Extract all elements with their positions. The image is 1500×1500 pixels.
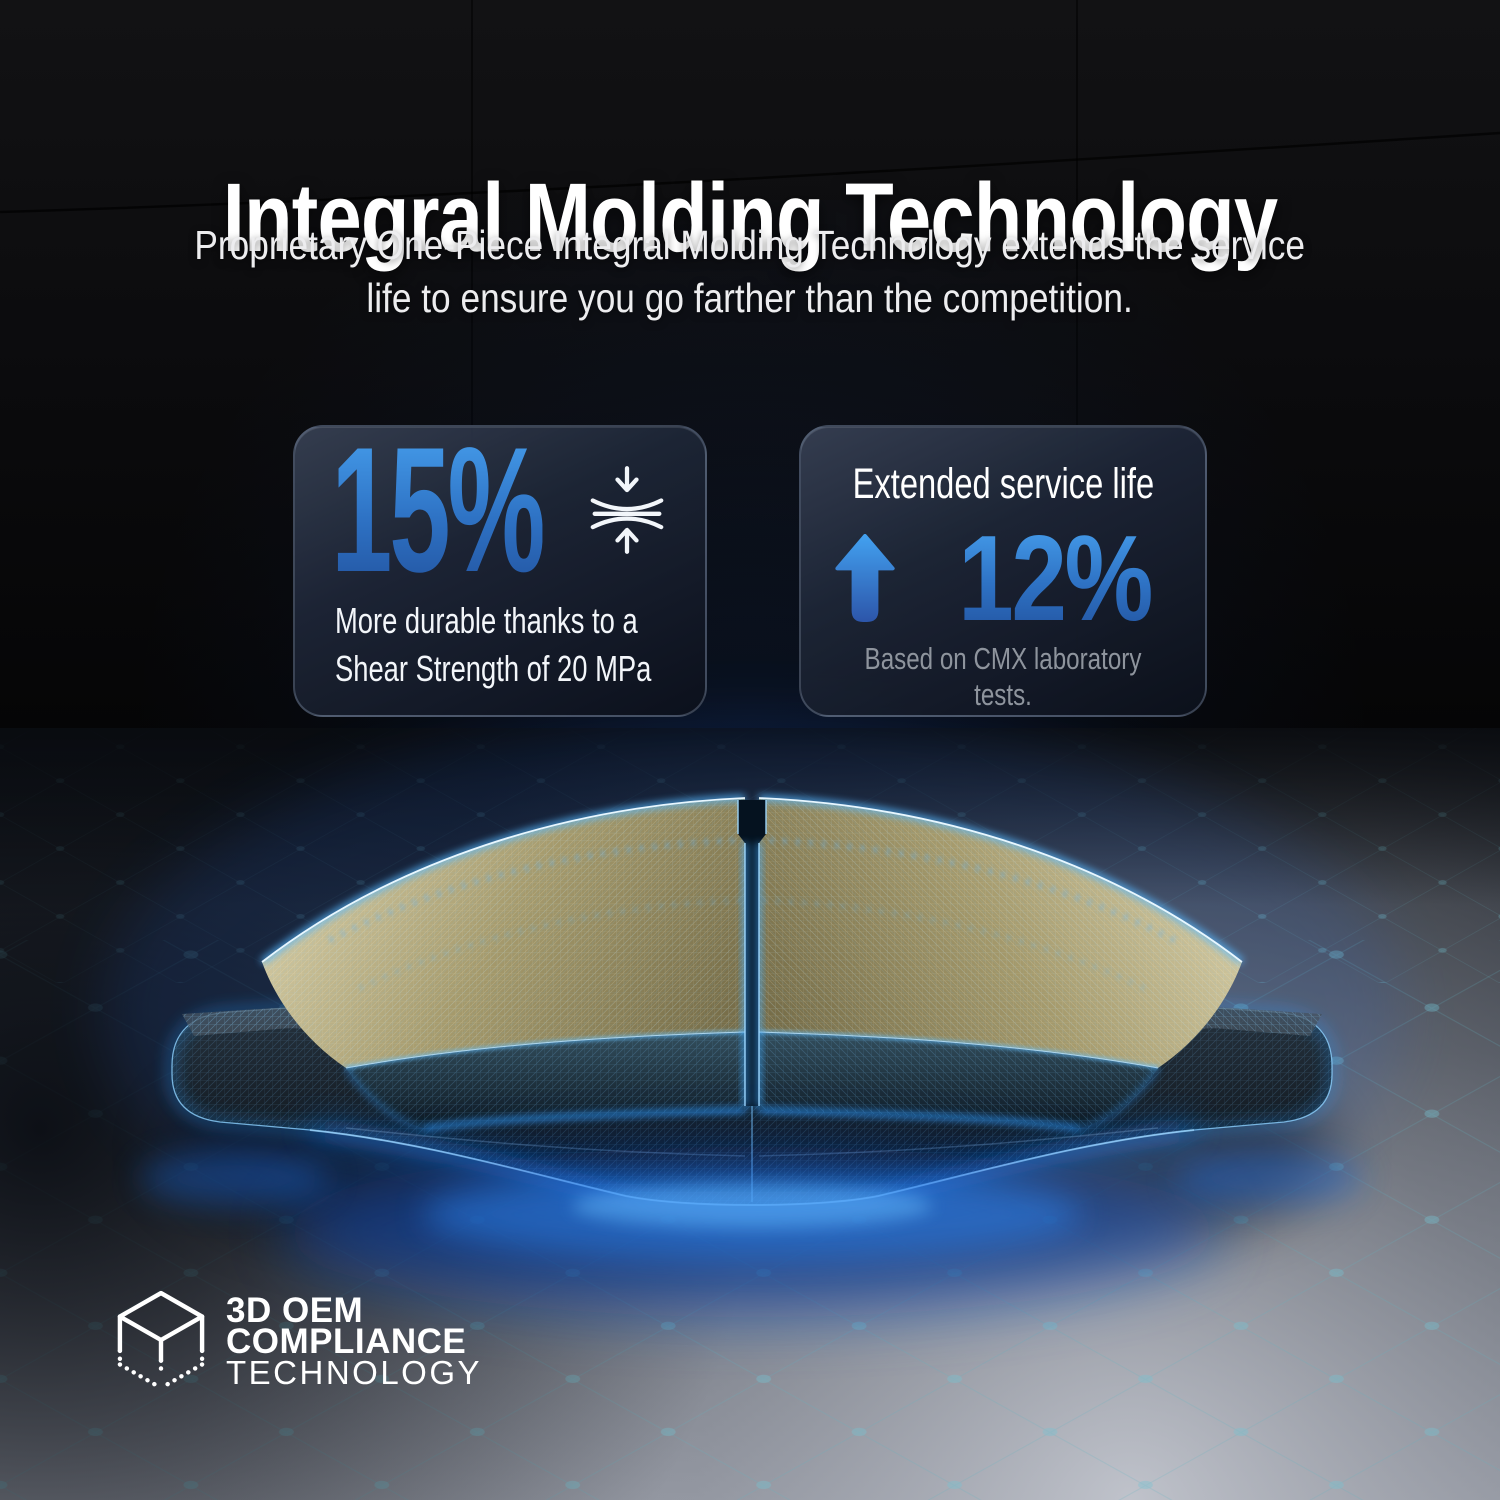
durability-stat: 15% xyxy=(331,410,546,609)
service-life-stat-row: 12% xyxy=(801,517,1205,639)
service-life-card: Extended service life 12% Based on CMX l… xyxy=(799,425,1207,717)
compression-icon xyxy=(590,466,664,554)
durability-description-line-1: More durable thanks to a xyxy=(335,600,638,641)
service-life-stat: 12% xyxy=(958,510,1154,646)
subtitle-line-2: life to ensure you go farther than the c… xyxy=(366,275,1134,321)
page-subtitle: Proprietary One-Piece Integral Molding T… xyxy=(0,219,1500,325)
badge-line-3: TECHNOLOGY xyxy=(226,1353,483,1391)
page-title: Integral Molding Technology xyxy=(0,169,1500,266)
service-life-footnote: Based on CMX laboratory tests. xyxy=(801,641,1205,713)
service-life-footnote-text: Based on CMX laboratory tests. xyxy=(864,641,1142,712)
durability-description-line-2: Shear Strength of 20 MPa xyxy=(335,648,652,689)
arrow-up-icon xyxy=(835,534,896,622)
subtitle-line-1: Proprietary One-Piece Integral Molding T… xyxy=(194,222,1306,268)
service-life-heading: Extended service life xyxy=(801,460,1205,508)
service-life-heading-text: Extended service life xyxy=(852,460,1154,508)
compliance-badge-text: 3D OEM COMPLIANCE TECHNOLOGY xyxy=(226,1290,483,1391)
durability-description: More durable thanks to a Shear Strength … xyxy=(335,597,651,693)
durability-card: 15% More durable thanks to a Shear Stren… xyxy=(293,421,707,717)
page-title-text: Integral Molding Technology xyxy=(222,162,1278,272)
badge-line-1: 3D OEM xyxy=(226,1290,364,1330)
wireframe-cube-icon xyxy=(117,1290,205,1391)
compliance-badge: 3D OEM COMPLIANCE TECHNOLOGY xyxy=(116,1290,482,1392)
badge-line-2: COMPLIANCE xyxy=(226,1321,467,1361)
